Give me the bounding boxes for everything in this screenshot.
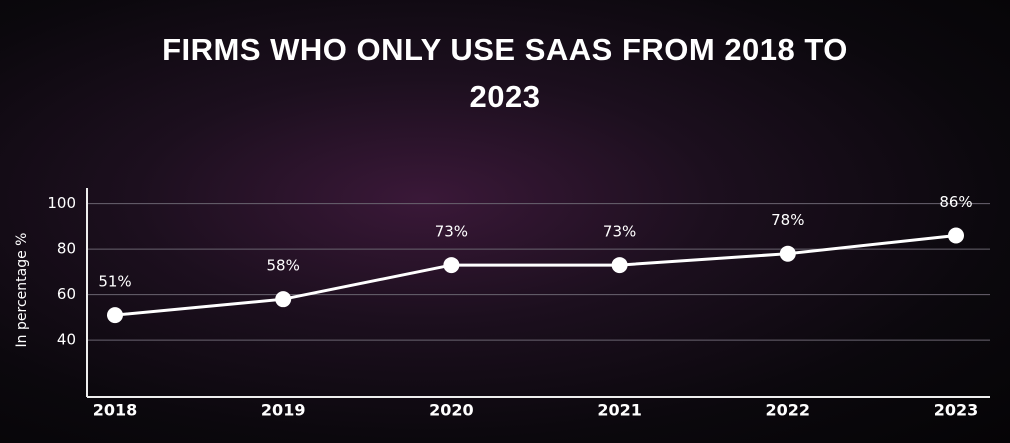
data-label: 73% (603, 223, 636, 241)
data-label: 58% (267, 257, 300, 275)
data-label: 51% (98, 273, 131, 291)
x-tick-label: 2020 (429, 401, 474, 420)
chart-title: FIRMS WHO ONLY USE SAAS FROM 2018 TO 202… (162, 32, 848, 114)
point (611, 257, 628, 274)
y-tick-label: 40 (57, 331, 76, 349)
y-tick-label: 100 (47, 194, 76, 212)
line (114, 234, 957, 317)
x-tick-label: 2018 (93, 401, 138, 420)
point (779, 245, 796, 262)
y-tick-label: 80 (57, 240, 76, 258)
data-label: 73% (435, 223, 468, 241)
point (275, 291, 292, 308)
point (948, 227, 964, 244)
point (443, 257, 460, 274)
x-tick-label: 2019 (261, 401, 306, 420)
x-tick-label: 2023 (934, 401, 979, 420)
point (107, 307, 123, 324)
y-axis-label: In percentage % (14, 233, 30, 348)
data-label: 86% (939, 193, 972, 211)
x-tick-label: 2021 (597, 401, 642, 420)
y-tick-label: 60 (57, 285, 76, 303)
data-label: 78% (771, 211, 804, 229)
x-tick-label: 2022 (766, 401, 811, 420)
